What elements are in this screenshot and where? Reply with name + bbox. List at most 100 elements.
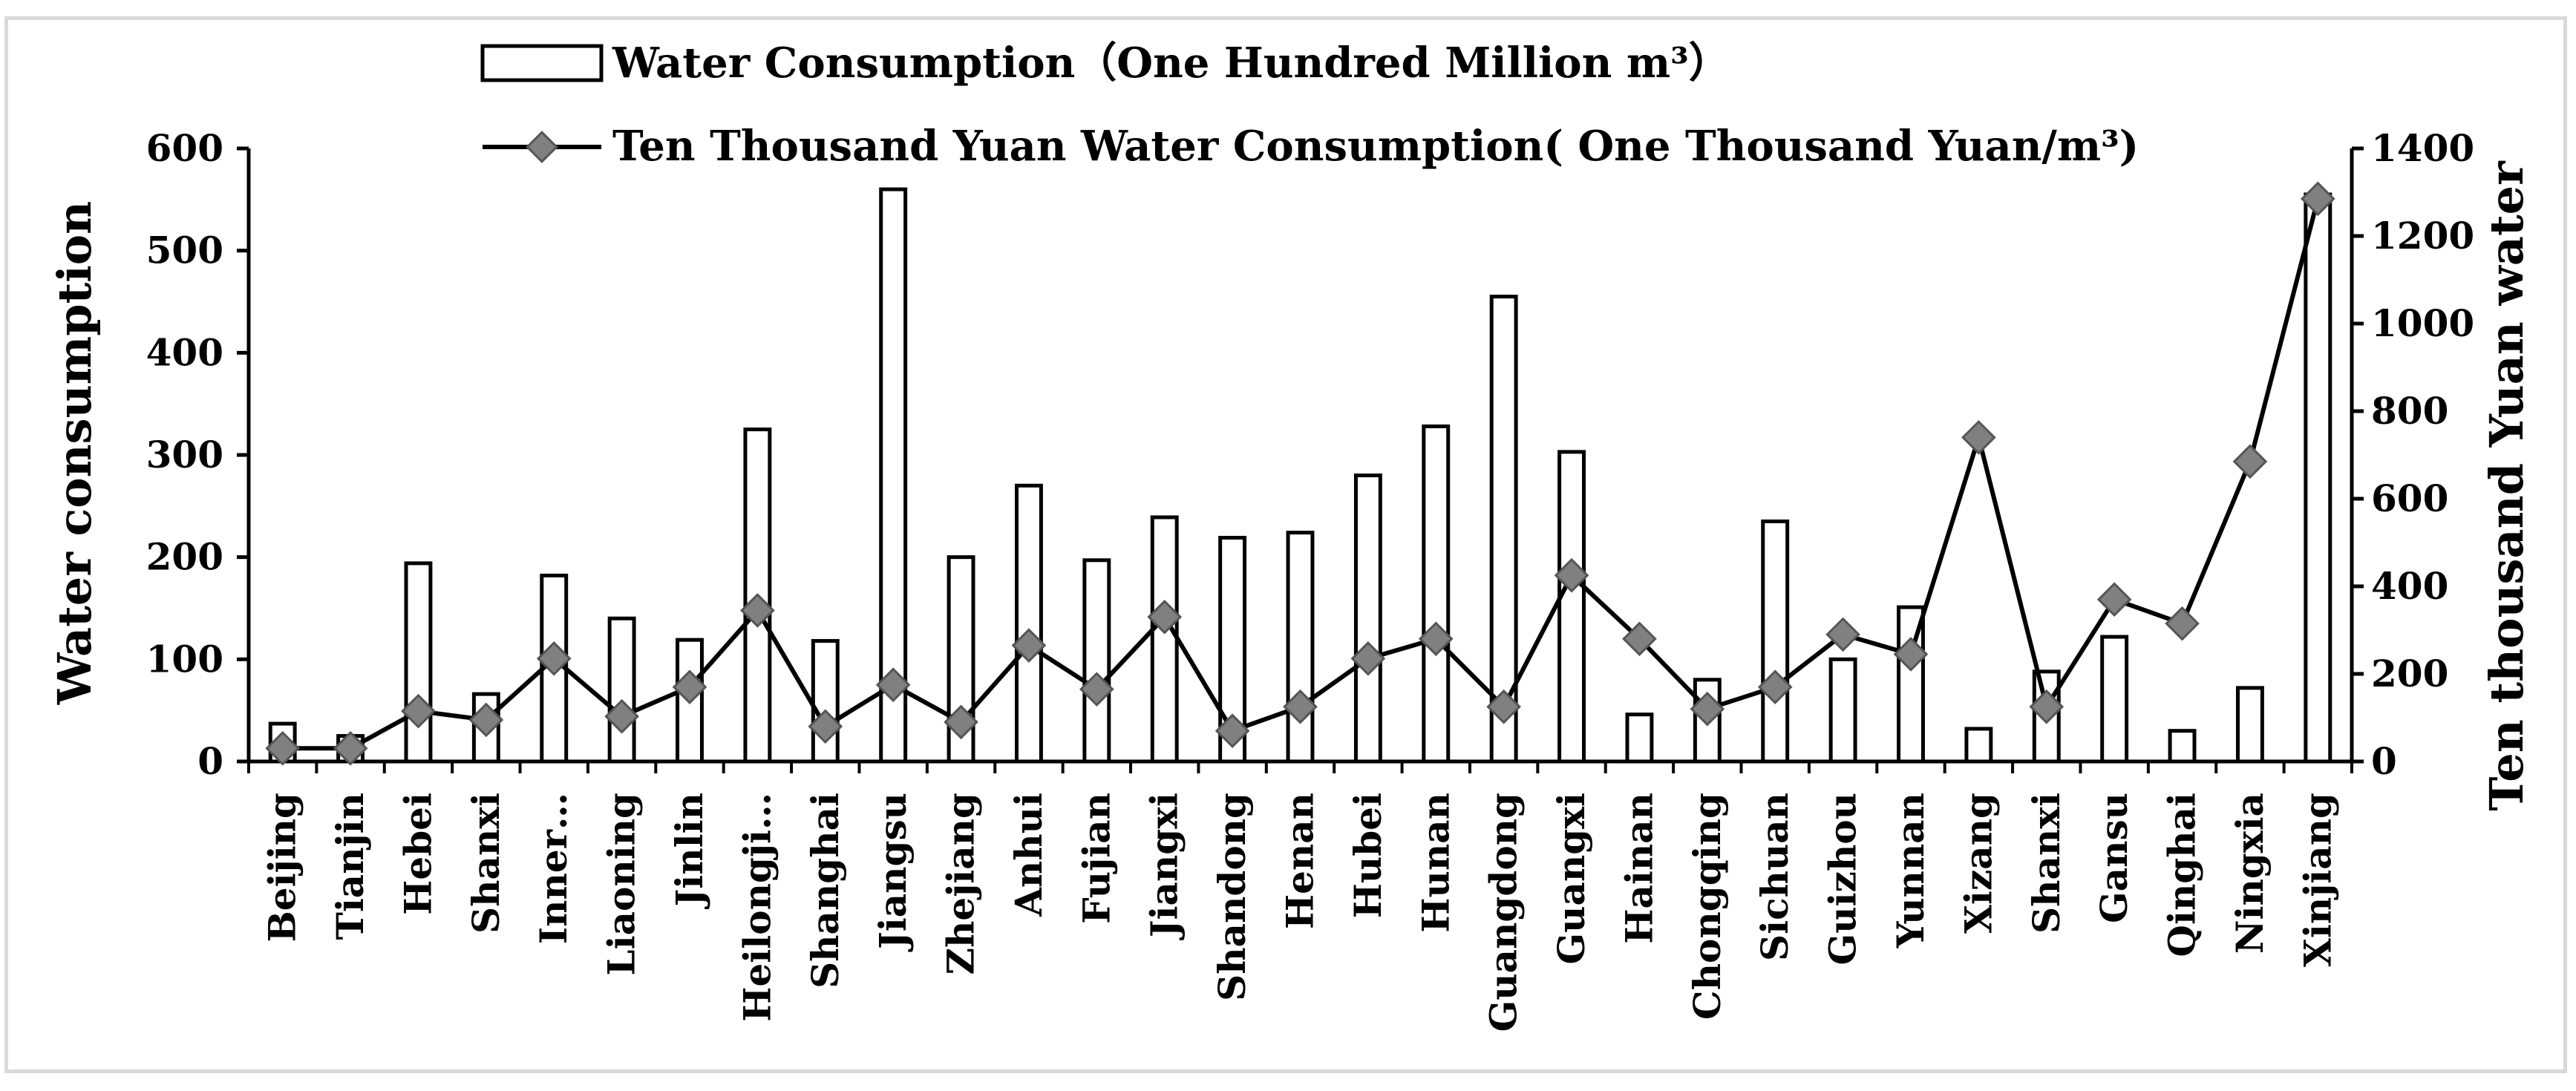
line-point-guangdong xyxy=(1486,689,1521,724)
bar-fujian xyxy=(1082,558,1111,764)
bar-jiangsu xyxy=(879,187,908,764)
bar-qinghai xyxy=(2168,729,2197,764)
line-point-anhui xyxy=(1011,628,1047,663)
x-category-label: Hebei xyxy=(396,793,439,915)
x-category-label: Chongqing xyxy=(1685,793,1729,1020)
x-category-label: Shanxi xyxy=(2024,793,2068,934)
y-right-tick-label: 600 xyxy=(2371,476,2448,520)
line-point-zhejiang xyxy=(944,704,978,740)
line-point-shandong xyxy=(1215,713,1250,749)
line-point-ningxia xyxy=(2232,444,2268,479)
x-category-label: Qinghai xyxy=(2160,793,2204,957)
legend-line-label: Ten Thousand Yuan Water Consumption( One… xyxy=(612,122,2139,171)
bar-guangxi xyxy=(1557,450,1586,764)
bar-guizhou xyxy=(1828,657,1857,764)
bar-liaoning xyxy=(607,616,636,764)
legend-bar-swatch xyxy=(480,44,604,82)
x-category-label: Shanghai xyxy=(803,793,847,989)
line-point-xizang xyxy=(1961,420,1996,455)
x-category-label: Beijing xyxy=(261,793,304,942)
bar-hunan xyxy=(1422,424,1451,764)
line-point-hubei xyxy=(1350,641,1386,676)
line-point-gansu xyxy=(2096,582,2132,617)
y-axis-right-title: Ten thousand Yuan water xyxy=(2479,160,2534,811)
x-category-label: Liaoning xyxy=(600,793,644,976)
bar-gansu xyxy=(2100,635,2129,764)
y-left-tick-label: 400 xyxy=(146,330,223,374)
x-category-label: Jiangsu xyxy=(871,793,915,952)
line-point-hebei xyxy=(401,693,436,729)
line-point-hunan xyxy=(1418,621,1454,657)
line-point-hainan xyxy=(1622,621,1657,657)
chart-frame xyxy=(4,16,2567,1073)
y-right-tick-label: 400 xyxy=(2371,564,2448,608)
x-category-label: Jiangxi xyxy=(1142,793,1186,940)
x-category-label: Yunnan xyxy=(1889,793,1932,949)
line-point-shanghai xyxy=(808,709,843,744)
y-right-tick-label: 1400 xyxy=(2371,126,2474,170)
x-category-label: Xinjiang xyxy=(2295,793,2339,967)
line-point-jiangsu xyxy=(875,667,911,703)
line-point-beijing xyxy=(265,730,301,766)
line-point-guizhou xyxy=(1825,617,1860,652)
x-category-label: Xizang xyxy=(1956,793,2000,934)
line-point-fujian xyxy=(1079,672,1114,707)
bar-henan xyxy=(1286,531,1315,764)
line-point-sichuan xyxy=(1757,669,1793,705)
y-left-tick-label: 300 xyxy=(146,433,223,476)
x-category-label: Heilongji… xyxy=(735,793,779,1022)
bar-hainan xyxy=(1625,712,1654,764)
line-series xyxy=(265,181,2335,766)
line-point-liaoning xyxy=(604,698,639,734)
x-category-label: Shanxi xyxy=(464,793,508,934)
y-left-tick-label: 600 xyxy=(146,126,223,170)
x-category-label: Ningxia xyxy=(2228,793,2272,954)
line-point-guangxi xyxy=(1554,557,1589,593)
x-category-label: Guangxi xyxy=(1549,793,1593,965)
x-category-label: Gansu xyxy=(2092,793,2136,923)
line-point-henan xyxy=(1283,689,1318,724)
legend-line-marker xyxy=(526,131,558,163)
x-category-label: Jinlin xyxy=(667,793,711,909)
y-left-tick-label: 100 xyxy=(146,637,223,681)
y-left-tick-label: 200 xyxy=(146,535,223,579)
bar-hubei xyxy=(1353,474,1382,764)
line-point-jiangxi xyxy=(1147,599,1183,635)
y-left-tick-label: 500 xyxy=(146,229,223,272)
y-left-tick-label: 0 xyxy=(197,739,223,783)
line-point-jinlin xyxy=(672,669,707,705)
line-point-inner xyxy=(536,641,572,676)
bar-anhui xyxy=(1015,483,1043,764)
y-right-tick-label: 0 xyxy=(2371,739,2397,783)
x-category-label: Sichuan xyxy=(1753,793,1797,961)
line-point-heilongji xyxy=(740,593,775,628)
bar-jiangxi xyxy=(1150,515,1179,764)
bar-hebei xyxy=(404,561,433,764)
y-right-tick-label: 1200 xyxy=(2371,214,2474,258)
x-category-label: Hubei xyxy=(1346,793,1390,918)
line-point-xinjiang xyxy=(2300,181,2335,217)
y-right-tick-label: 200 xyxy=(2371,652,2448,695)
x-category-label: Shandong xyxy=(1210,793,1254,1001)
line-point-chongqing xyxy=(1690,691,1725,727)
x-category-label: Hunan xyxy=(1413,793,1457,933)
x-category-label: Zhejiang xyxy=(939,793,983,974)
x-category-label: Anhui xyxy=(1007,793,1050,917)
axes: 0 100 200 300 400 500 600 0 200 400 600 800 1000 1200… xyxy=(146,126,2475,783)
x-category-label: Henan xyxy=(1278,793,1322,929)
legend: Water Consumption（One Hundred Million m³… xyxy=(480,39,2139,171)
line-point-shanxi xyxy=(468,702,504,738)
bar-xinjiang xyxy=(2304,192,2333,764)
line-point-shanxi xyxy=(2029,689,2065,724)
x-category-label: Inner… xyxy=(532,793,575,944)
line-point-yunnan xyxy=(1893,637,1929,672)
line-point-qinghai xyxy=(2165,606,2200,641)
y-axis-left-title: Water consumption xyxy=(48,201,102,706)
bar-guangdong xyxy=(1489,295,1518,764)
x-category-label: Tianjin xyxy=(328,793,372,940)
legend-bar-label: Water Consumption（One Hundred Million m³… xyxy=(612,39,1730,88)
y-right-tick-label: 800 xyxy=(2371,389,2448,433)
x-category-label: Guangdong xyxy=(1482,793,1526,1032)
x-category-label: Fujian xyxy=(1074,793,1118,924)
